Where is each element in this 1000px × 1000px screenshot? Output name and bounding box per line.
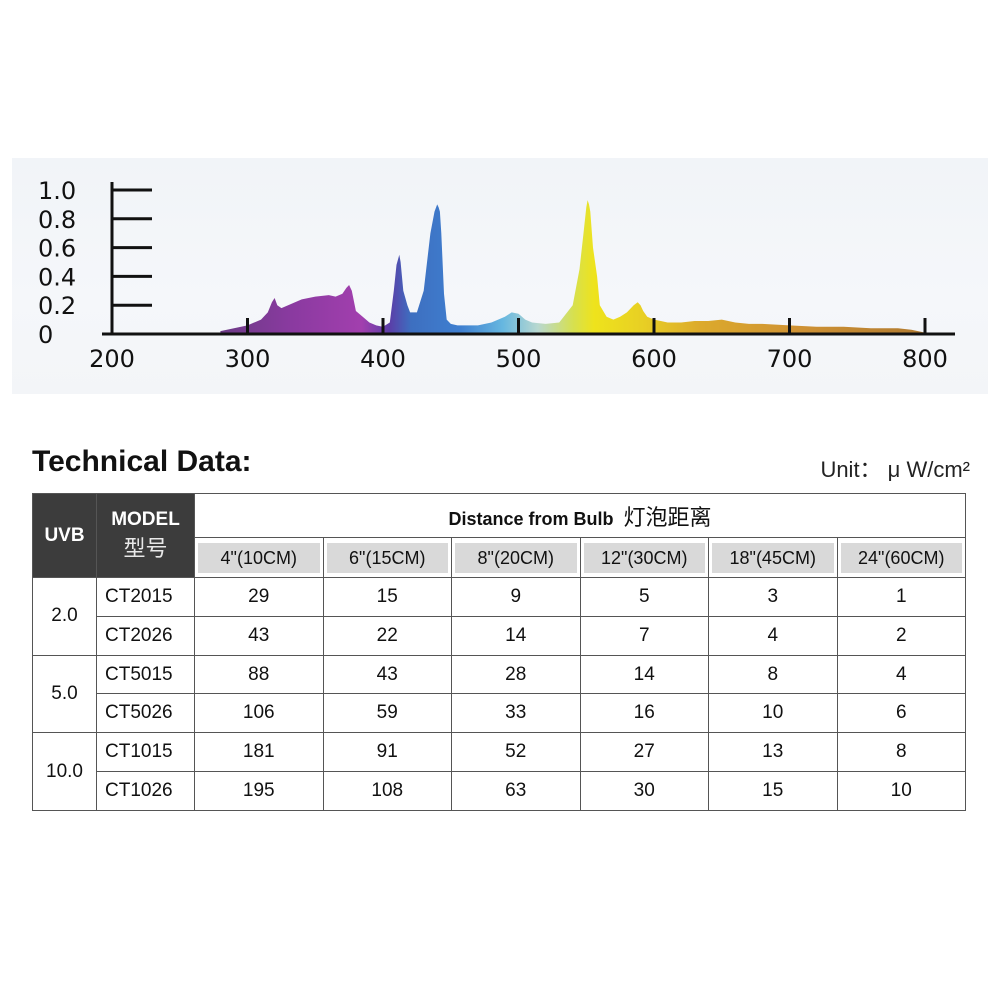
header-model-cn: 型号 — [123, 535, 168, 561]
table-row: CT2026 43 22 14 7 4 2 — [33, 615, 966, 656]
value-cell: 14 — [451, 615, 581, 656]
distance-header-row: 4"(10CM) 6"(15CM) 8"(20CM) 12"(30CM) 18"(45C… — [33, 537, 966, 578]
value-cell: 4 — [708, 615, 838, 656]
header-distance: Distance from Bulb 灯泡距离 — [194, 493, 966, 538]
value-cell: 14 — [579, 654, 709, 695]
uvb-value-cell: 2.0 — [32, 577, 97, 656]
value-cell: 27 — [579, 732, 709, 773]
value-cell: 88 — [194, 654, 324, 695]
y-tick-label: 1.0 — [38, 177, 76, 205]
value-cell: 9 — [451, 577, 581, 617]
value-cell: 6 — [836, 693, 966, 734]
value-cell: 5 — [579, 577, 709, 617]
y-tick-label: 0.4 — [38, 263, 76, 291]
table-body: 2.0 CT2015 29 15 9 5 3 1 CT2026 43 22 14 7 4 2 5.0 CT501… — [32, 577, 966, 811]
x-tick-label: 600 — [631, 345, 677, 373]
distance-header-cell: 12"(30CM) — [579, 537, 709, 578]
technical-data-title: Technical Data: — [32, 445, 252, 478]
header-distance-cn: 灯泡距离 — [623, 504, 712, 530]
distance-header-cell: 8"(20CM) — [451, 537, 581, 578]
spectrum-area — [220, 200, 925, 334]
value-cell: 15 — [322, 577, 452, 617]
value-cell: 59 — [322, 693, 452, 734]
table-row: CT1026 195 108 63 30 15 10 — [33, 771, 966, 811]
distance-header-cell: 6"(15CM) — [322, 537, 452, 578]
value-cell: 195 — [194, 771, 324, 811]
uvb-value-cell: 10.0 — [32, 732, 97, 811]
header-distance-en: Distance from Bulb — [448, 508, 614, 529]
table-row: CT5026 106 59 33 16 10 6 — [33, 693, 966, 734]
x-tick-label: 800 — [902, 345, 948, 373]
distance-header-label: 8"(20CM) — [455, 542, 577, 573]
value-cell: 13 — [708, 732, 838, 773]
table-row: 10.0 CT1015 181 91 52 27 13 8 — [32, 732, 966, 811]
value-cell: 4 — [836, 654, 966, 695]
value-cell: 63 — [451, 771, 581, 811]
distance-header-label: 24"(60CM) — [840, 542, 962, 573]
y-tick-label: 0.6 — [38, 235, 76, 263]
spectrum-chart-background — [12, 158, 988, 394]
value-cell: 3 — [708, 577, 838, 617]
value-cell: 8 — [836, 732, 966, 773]
model-cell: CT5015 — [96, 654, 195, 695]
chart-axes: 00.20.40.60.81.0 200 300 400 500 600 700 800 — [38, 177, 955, 373]
distance-header-cell: 24"(60CM) — [836, 537, 966, 578]
y-tick-label: 0 — [38, 321, 53, 349]
value-cell: 43 — [322, 654, 452, 695]
technical-data-table: UVB MODEL 型号 Distance from Bulb 灯泡距离 4"(1… — [32, 493, 966, 811]
table-row: 5.0 CT5015 88 43 28 14 8 4 — [32, 654, 966, 734]
model-cell: CT2026 — [96, 615, 195, 656]
model-cell: CT1026 — [96, 771, 195, 811]
value-cell: 91 — [322, 732, 452, 773]
distance-header-cell: 4"(10CM) — [194, 537, 324, 578]
value-cell: 10 — [708, 693, 838, 734]
spectrum-area-layer — [220, 200, 925, 334]
value-cell: 108 — [322, 771, 452, 811]
x-tick-label: 200 — [89, 345, 135, 373]
spectrum-chart: 00.20.40.60.81.0 200 300 400 500 600 700 800 — [38, 177, 955, 373]
value-cell: 106 — [194, 693, 324, 734]
x-tick-label: 700 — [767, 345, 813, 373]
x-tick-label: 300 — [225, 345, 271, 373]
model-cell: CT5026 — [96, 693, 195, 734]
value-cell: 52 — [451, 732, 581, 773]
x-tick-label: 400 — [360, 345, 406, 373]
value-cell: 10 — [836, 771, 966, 811]
header-model: MODEL 型号 — [96, 493, 195, 578]
value-cell: 181 — [194, 732, 324, 773]
value-cell: 7 — [579, 615, 709, 656]
distance-header-cell: 18"(45CM) — [708, 537, 838, 578]
uvb-value-cell: 5.0 — [32, 654, 97, 734]
y-tick-label: 0.2 — [38, 292, 76, 320]
value-cell: 2 — [836, 615, 966, 656]
header-model-en: MODEL — [111, 508, 180, 530]
model-cell: CT2015 — [96, 577, 195, 617]
distance-header-label: 6"(15CM) — [326, 542, 448, 573]
value-cell: 33 — [451, 693, 581, 734]
table-row: 2.0 CT2015 29 15 9 5 3 1 — [32, 577, 966, 656]
unit-label: Unit： μ W/cm² — [820, 457, 970, 482]
distance-header-label: 12"(30CM) — [583, 542, 705, 573]
header-uvb: UVB — [32, 493, 97, 578]
value-cell: 43 — [194, 615, 324, 656]
distance-header-label: 18"(45CM) — [712, 542, 834, 573]
value-cell: 8 — [708, 654, 838, 695]
value-cell: 22 — [322, 615, 452, 656]
x-tick-label: 500 — [496, 345, 542, 373]
distance-header-label: 4"(10CM) — [198, 542, 320, 573]
y-tick-label: 0.8 — [38, 206, 76, 234]
value-cell: 15 — [708, 771, 838, 811]
value-cell: 30 — [579, 771, 709, 811]
model-cell: CT1015 — [96, 732, 195, 773]
value-cell: 16 — [579, 693, 709, 734]
value-cell: 1 — [836, 577, 966, 617]
value-cell: 28 — [451, 654, 581, 695]
value-cell: 29 — [194, 577, 324, 617]
